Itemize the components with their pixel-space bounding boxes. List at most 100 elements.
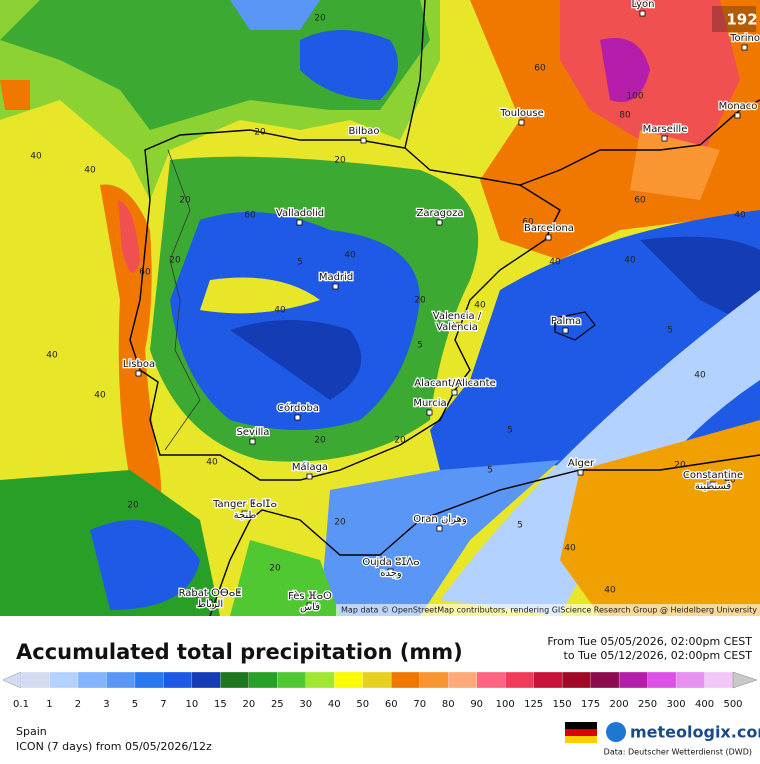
city-label: Alacant/Alicante — [414, 378, 495, 389]
field — [630, 130, 720, 200]
legend-swatch — [448, 671, 478, 689]
contour-label: 40 — [30, 152, 42, 162]
legend-swatch — [505, 671, 535, 689]
field — [200, 277, 320, 314]
legend-swatch — [675, 671, 706, 689]
date-from: From Tue 05/05/2026, 02:00pm CEST — [547, 635, 752, 648]
contour-label: 20 — [334, 156, 346, 166]
city-marker — [562, 327, 569, 334]
legend-swatch — [561, 671, 592, 689]
contour-label: 60 — [244, 211, 256, 221]
flag — [565, 722, 597, 743]
legend: 0.1 1 2 3 5 7 10 15 20 25 30 40 50 60 70 80 90 100 125 150 1… — [2, 671, 758, 710]
legend-label: 200 — [610, 699, 629, 710]
legend-label: 50 — [356, 699, 369, 710]
city-label: Zaragoza — [416, 208, 463, 219]
city-label: Palma — [551, 316, 581, 327]
legend-label: 250 — [638, 699, 657, 710]
coastline — [554, 311, 596, 341]
contour-label: 40 — [474, 301, 486, 311]
legend-label: 2 — [75, 699, 81, 710]
legend-label: 0.1 — [13, 699, 29, 710]
city-label: Oran وهران — [413, 514, 467, 525]
legend-label: 300 — [666, 699, 685, 710]
contour-label: 40 — [94, 391, 106, 401]
city-label: Monaco — [719, 101, 758, 112]
city-label: Torino — [729, 33, 760, 44]
legend-swatch — [419, 671, 449, 689]
city-marker — [387, 568, 394, 575]
legend-swatch — [134, 671, 165, 689]
contour-label: 60 — [634, 196, 646, 206]
city-marker — [249, 438, 256, 445]
coastline — [129, 129, 561, 481]
contour-label: 40 — [724, 476, 736, 486]
city-label: Constantine — [683, 470, 743, 481]
legend-swatch — [248, 671, 278, 689]
legend-arrow — [2, 671, 22, 689]
legend-label: 1 — [46, 699, 52, 710]
legend-label: 5 — [132, 699, 138, 710]
legend-label: 80 — [442, 699, 455, 710]
attribution: Map data © OpenStreetMap contributors, r… — [341, 606, 757, 615]
contour-label: 40 — [274, 306, 286, 316]
field — [90, 520, 200, 610]
city-marker — [241, 510, 248, 517]
legend-label: 175 — [581, 699, 600, 710]
city-label: الرباط — [197, 599, 223, 610]
contour-label: 40 — [549, 258, 561, 268]
legend-swatch — [77, 671, 108, 689]
legend-label: 30 — [299, 699, 312, 710]
city-marker — [436, 219, 443, 226]
legend-swatch — [49, 671, 79, 689]
legend-swatch — [163, 671, 193, 689]
city-marker — [453, 322, 460, 329]
city-marker — [294, 414, 301, 421]
legend-label: 15 — [214, 699, 227, 710]
contour-label: 20 — [314, 436, 326, 446]
contour-label: 40 — [206, 458, 218, 468]
legend-swatch — [277, 671, 307, 689]
field — [320, 460, 560, 616]
contour-label: 5 — [517, 521, 523, 531]
city-label: Alger — [568, 458, 595, 469]
badge: 192 — [726, 11, 757, 29]
legend-label: 90 — [470, 699, 483, 710]
logo — [606, 722, 626, 742]
region: Spain — [16, 725, 47, 738]
city-marker — [426, 409, 433, 416]
contour-label: 60 — [534, 64, 546, 74]
legend-label: 10 — [186, 699, 199, 710]
contour-label: 20 — [414, 296, 426, 306]
contour-label: 5 — [507, 426, 513, 436]
city-marker — [577, 469, 584, 476]
city-label: وجدة — [380, 568, 402, 579]
field — [0, 80, 30, 110]
legend-arrow — [732, 671, 758, 689]
field — [640, 236, 760, 330]
contour-label: 60 — [139, 268, 151, 278]
field — [440, 290, 760, 616]
legend-label: 7 — [160, 699, 166, 710]
field — [560, 420, 760, 616]
field — [230, 0, 320, 30]
title: Accumulated total precipitation (mm) — [16, 640, 463, 664]
legend-swatch — [647, 671, 677, 689]
city-label: Oujda ⵓⵊⴷⴰ — [362, 557, 419, 568]
city-marker — [332, 283, 339, 290]
contour-label: 5 — [667, 326, 673, 336]
city-label: Sevilla — [237, 427, 270, 438]
contour-label: 40 — [624, 256, 636, 266]
legend-swatch — [106, 671, 136, 689]
contour-label: 40 — [84, 166, 96, 176]
contour-label: 40 — [694, 371, 706, 381]
city-label: València — [436, 321, 478, 333]
city-label: Toulouse — [499, 108, 543, 119]
city-label: Tanger ⵟⴰⵏⵊⴰ — [212, 499, 277, 510]
brand: meteologix.com — [630, 723, 760, 742]
city-marker — [306, 473, 313, 480]
map: 20 40 40 40 40 60 60 20 20 20 20 5 40 60 40 20 40 5 5 40 20 2… — [0, 0, 760, 617]
city-marker — [741, 44, 748, 51]
city-label: Murcia — [413, 398, 446, 409]
city-marker — [436, 525, 443, 532]
